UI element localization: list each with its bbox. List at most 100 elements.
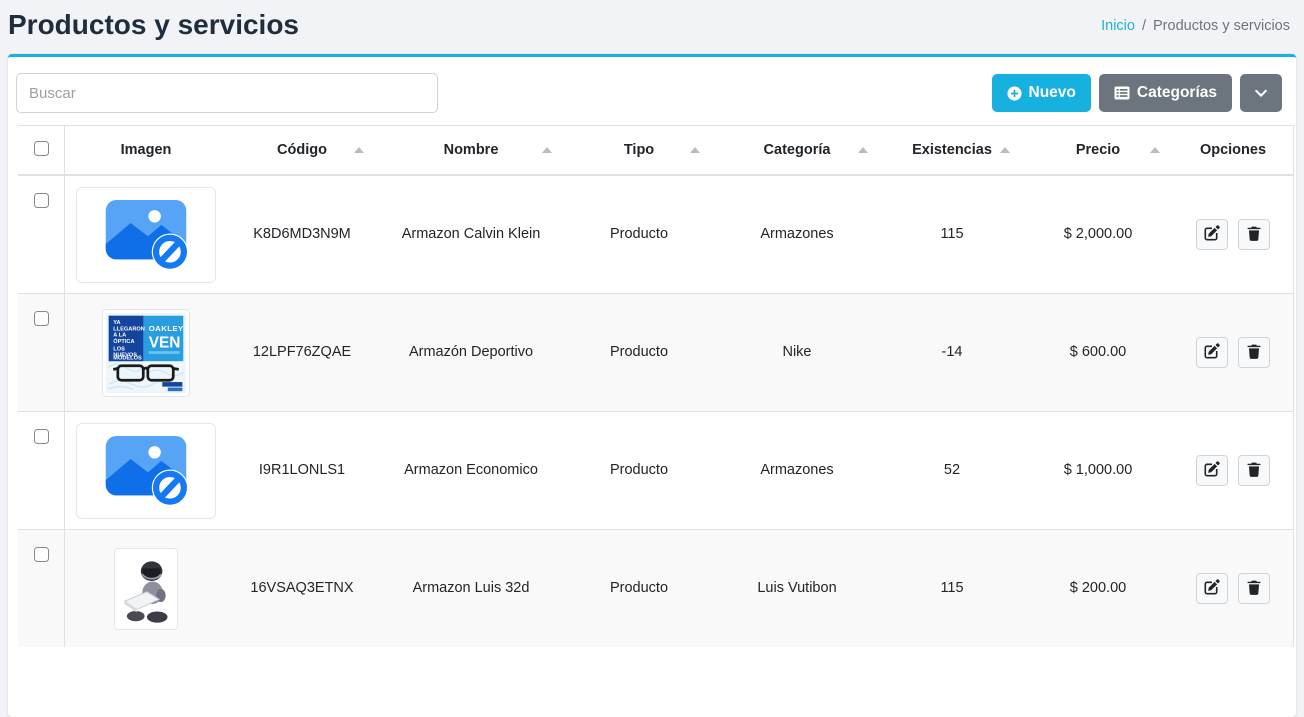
category-cell: Armazones bbox=[713, 411, 881, 530]
toolbar-buttons: Nuevo Categorías bbox=[991, 74, 1282, 112]
image-cell bbox=[64, 411, 227, 530]
column-header-4[interactable]: Categoría bbox=[713, 125, 881, 176]
select-all-header-cell bbox=[18, 125, 65, 176]
column-header-label: Nombre bbox=[443, 142, 499, 158]
image-cell: YA LLEGARON A LA ÓPTICA LOS NUEVOS MODEL… bbox=[64, 293, 227, 412]
price-cell: $ 600.00 bbox=[1023, 293, 1173, 412]
code-cell: 12LPF76ZQAE bbox=[227, 293, 377, 412]
options-cell bbox=[1173, 174, 1294, 294]
sort-asc-icon bbox=[690, 147, 700, 153]
breadcrumb-home-link[interactable]: Inicio bbox=[1101, 18, 1135, 34]
code-cell: I9R1LONLS1 bbox=[227, 411, 377, 530]
products-table-wrap: Imagen Código Nombre Tipo Categoría Exis… bbox=[18, 125, 1294, 647]
column-header-label: Existencias bbox=[912, 142, 992, 158]
stock-cell: -14 bbox=[881, 293, 1023, 412]
svg-text:OAKLEY: OAKLEY bbox=[149, 324, 184, 333]
column-header-1[interactable]: Código bbox=[227, 125, 377, 176]
row-checkbox[interactable] bbox=[33, 547, 49, 562]
column-header-label: Código bbox=[277, 142, 327, 158]
row-select-cell bbox=[18, 293, 65, 412]
edit-pencil-square-icon bbox=[1204, 461, 1220, 480]
row-checkbox[interactable] bbox=[33, 311, 49, 326]
column-header-2[interactable]: Nombre bbox=[377, 125, 565, 176]
row-checkbox[interactable] bbox=[33, 429, 49, 444]
column-header-label: Tipo bbox=[623, 142, 655, 158]
new-button[interactable]: Nuevo bbox=[991, 74, 1091, 112]
row-checkbox[interactable] bbox=[33, 193, 49, 208]
sort-asc-icon bbox=[1150, 147, 1160, 153]
no-image-placeholder-icon bbox=[76, 422, 216, 519]
new-button-label: Nuevo bbox=[1028, 84, 1076, 101]
trash-icon bbox=[1247, 580, 1261, 598]
card-toolbar: Nuevo Categorías bbox=[8, 57, 1296, 125]
delete-button[interactable] bbox=[1238, 455, 1271, 487]
delete-button[interactable] bbox=[1238, 219, 1271, 251]
svg-text:NUEVOS: NUEVOS bbox=[113, 352, 137, 358]
table-row: 16VSAQ3ETNX Armazon Luis 32d Producto Lu… bbox=[18, 529, 1294, 647]
category-cell: Luis Vutibon bbox=[713, 529, 881, 647]
price-cell: $ 200.00 bbox=[1023, 529, 1173, 647]
breadcrumb-separator: / bbox=[1141, 18, 1146, 34]
options-cell bbox=[1173, 293, 1294, 412]
name-cell: Armazon Calvin Klein bbox=[377, 174, 565, 294]
categories-button[interactable]: Categorías bbox=[1098, 74, 1232, 112]
trash-icon bbox=[1247, 462, 1261, 480]
column-header-5[interactable]: Existencias bbox=[881, 125, 1023, 176]
type-cell: Producto bbox=[565, 411, 713, 530]
delete-button[interactable] bbox=[1238, 337, 1271, 369]
name-cell: Armazón Deportivo bbox=[377, 293, 565, 412]
no-image-placeholder-icon bbox=[76, 186, 216, 283]
edit-button[interactable] bbox=[1195, 218, 1228, 250]
options-cell bbox=[1173, 529, 1294, 647]
trash-icon bbox=[1247, 226, 1261, 244]
product-photo-robot bbox=[114, 547, 178, 630]
table-row: I9R1LONLS1 Armazon Economico Producto Ar… bbox=[18, 411, 1294, 530]
trash-icon bbox=[1247, 344, 1261, 362]
sort-asc-icon bbox=[858, 147, 868, 153]
page-title: Productos y servicios bbox=[8, 9, 300, 40]
image-cell bbox=[64, 174, 227, 294]
column-header-3[interactable]: Tipo bbox=[565, 125, 713, 176]
edit-button[interactable] bbox=[1195, 454, 1228, 486]
type-cell: Producto bbox=[565, 529, 713, 647]
column-header-6[interactable]: Precio bbox=[1023, 125, 1173, 176]
edit-button[interactable] bbox=[1195, 336, 1228, 368]
table-header-row: Imagen Código Nombre Tipo Categoría Exis… bbox=[18, 125, 1294, 176]
category-cell: Armazones bbox=[713, 174, 881, 294]
svg-text:A LA: A LA bbox=[113, 332, 126, 338]
svg-text:ÓPTICA: ÓPTICA bbox=[113, 337, 134, 345]
list-alt-icon bbox=[1114, 86, 1130, 100]
categories-button-label: Categorías bbox=[1136, 84, 1217, 101]
svg-text:LLEGARON: LLEGARON bbox=[113, 326, 145, 332]
products-table: Imagen Código Nombre Tipo Categoría Exis… bbox=[18, 125, 1294, 647]
delete-button[interactable] bbox=[1238, 573, 1271, 605]
options-cell bbox=[1173, 411, 1294, 530]
price-cell: $ 2,000.00 bbox=[1023, 174, 1173, 294]
svg-text:MODELOS: MODELOS bbox=[113, 355, 142, 361]
image-cell bbox=[64, 529, 227, 647]
stock-cell: 115 bbox=[881, 174, 1023, 294]
collapse-button[interactable] bbox=[1240, 74, 1282, 112]
row-select-cell bbox=[18, 529, 65, 647]
page-header: Productos y servicios Inicio / Productos… bbox=[0, 0, 1304, 54]
svg-text:YA: YA bbox=[113, 319, 120, 325]
column-header-0: Imagen bbox=[64, 125, 227, 176]
code-cell: K8D6MD3N9M bbox=[227, 174, 377, 294]
price-cell: $ 1,000.00 bbox=[1023, 411, 1173, 530]
edit-pencil-square-icon bbox=[1204, 579, 1220, 598]
products-card: Nuevo Categorías bbox=[8, 54, 1296, 717]
table-row: YA LLEGARON A LA ÓPTICA LOS NUEVOS MODEL… bbox=[18, 293, 1294, 412]
column-header-7: Opciones bbox=[1173, 125, 1294, 176]
search-input[interactable] bbox=[16, 73, 438, 113]
select-all-checkbox[interactable] bbox=[33, 140, 49, 156]
column-header-label: Imagen bbox=[120, 142, 172, 158]
sort-asc-icon bbox=[354, 147, 364, 153]
edit-button[interactable] bbox=[1195, 572, 1228, 604]
type-cell: Producto bbox=[565, 174, 713, 294]
chevron-down-icon bbox=[1254, 86, 1268, 100]
name-cell: Armazon Economico bbox=[377, 411, 565, 530]
type-cell: Producto bbox=[565, 293, 713, 412]
row-select-cell bbox=[18, 411, 65, 530]
svg-text:LOS: LOS bbox=[113, 346, 125, 352]
stock-cell: 52 bbox=[881, 411, 1023, 530]
